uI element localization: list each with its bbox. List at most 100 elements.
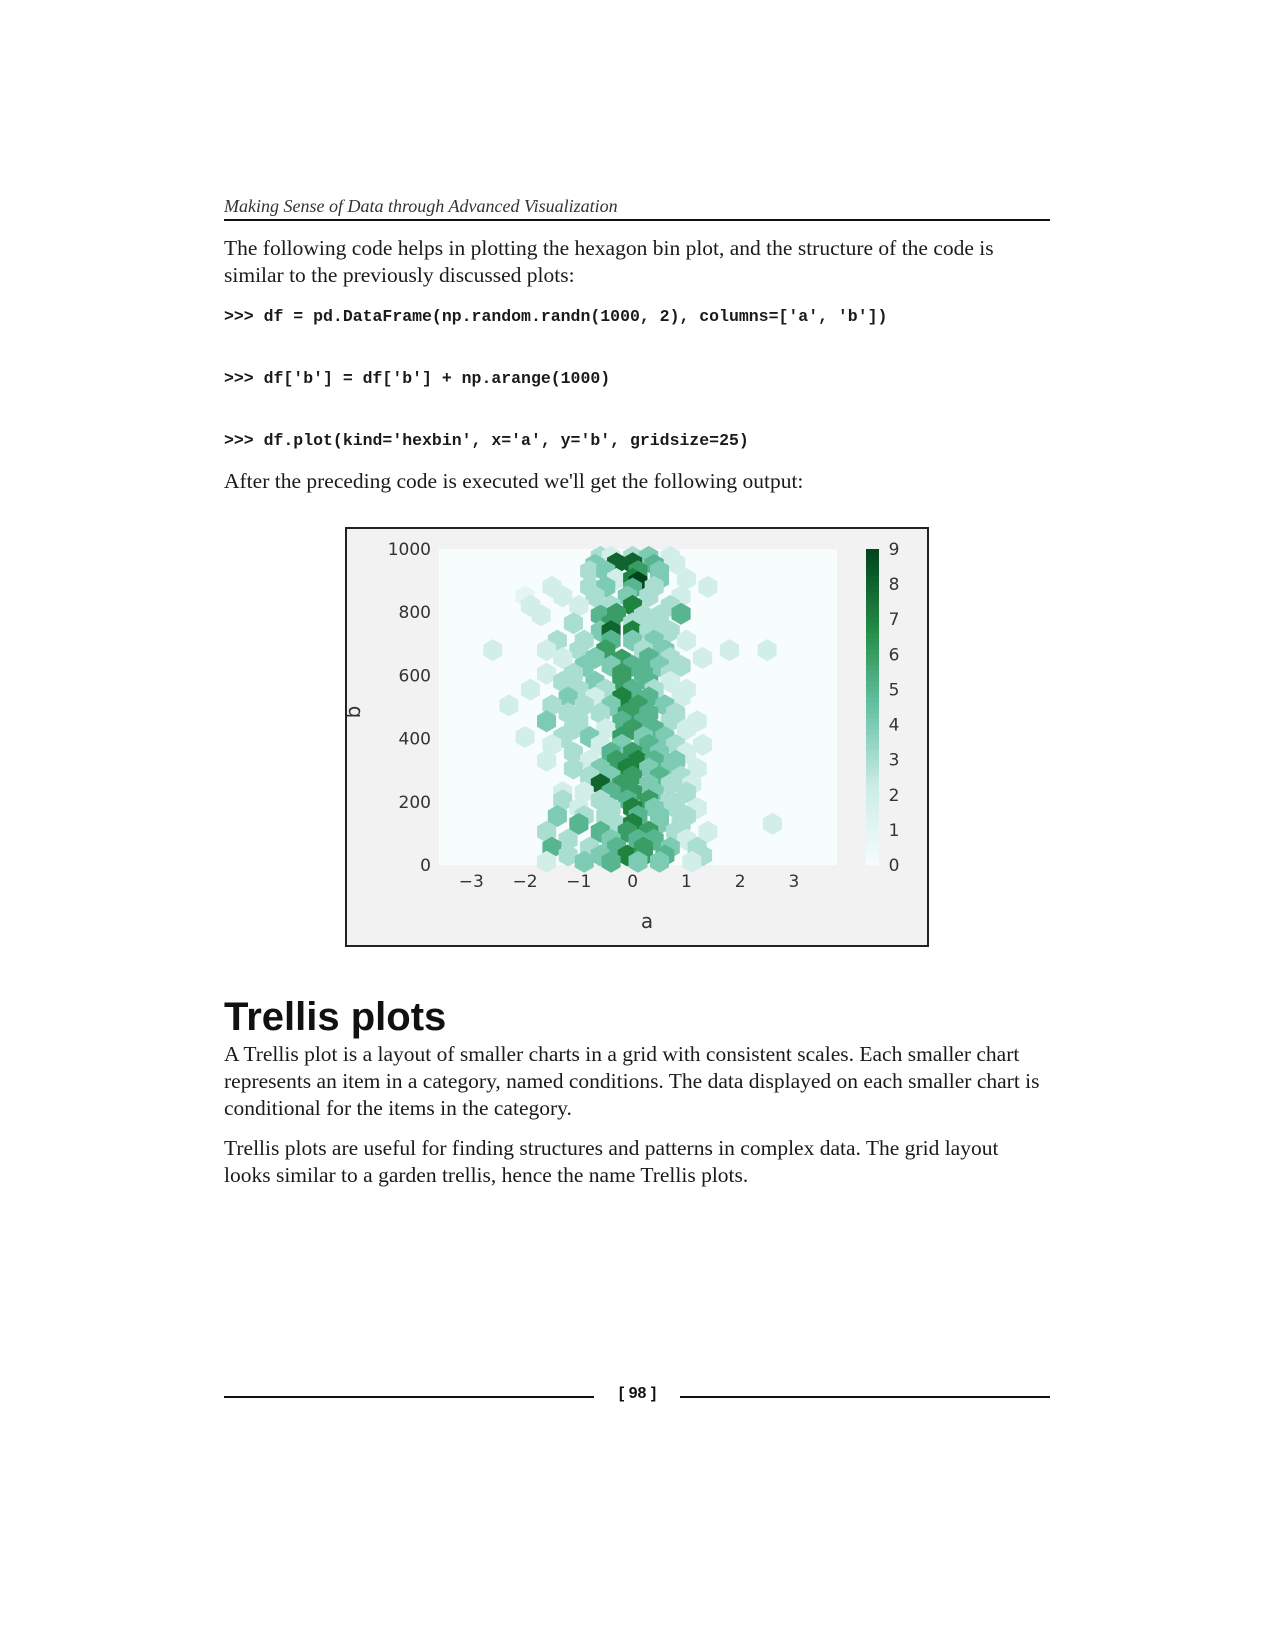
- colorbar-segment: [866, 585, 879, 592]
- colorbar-segment: [866, 764, 879, 771]
- colorbar-segment: [866, 554, 879, 561]
- colorbar-segment: [866, 606, 879, 613]
- x-tick-label: 1: [681, 872, 692, 892]
- hexbin-cell: [537, 639, 557, 662]
- colorbar-segment: [866, 791, 879, 798]
- hexbin-cell: [580, 560, 600, 583]
- hexbin-cell: [762, 812, 782, 835]
- colorbar-segment: [866, 807, 879, 813]
- y-tick-label: 800: [399, 603, 431, 623]
- hexbin-cell: [569, 594, 589, 617]
- hexbin-cell: [574, 850, 594, 873]
- colorbar-tick-label: 5: [889, 680, 900, 700]
- colorbar-segment: [866, 643, 879, 650]
- colorbar-segment: [866, 654, 879, 661]
- hexbin-cell: [515, 726, 535, 748]
- x-axis-label: a: [641, 909, 653, 933]
- colorbar-segment: [866, 738, 879, 745]
- colorbar-segment: [866, 633, 879, 640]
- hexbin-cell: [676, 629, 696, 652]
- intro-paragraph: The following code helps in plotting the…: [224, 236, 994, 287]
- colorbar-segment: [866, 622, 879, 629]
- hexbin-cell: [719, 639, 739, 662]
- hexbin-cell: [666, 552, 686, 575]
- hexbin-cell: [671, 602, 691, 625]
- hexbin-cell: [563, 757, 583, 780]
- hexbin-cell: [660, 773, 680, 796]
- hexbin-cell: [693, 733, 713, 756]
- x-tick-label: 0: [627, 872, 638, 892]
- output-paragraph: After the preceding code is executed we'…: [224, 469, 804, 493]
- colorbar-segment: [866, 817, 879, 824]
- x-tick-labels: −3 −2 −1 0 1 2 3: [459, 872, 800, 892]
- hexbin-cell: [547, 805, 567, 827]
- colorbar-segment: [866, 628, 879, 634]
- section-paragraph-1: A Trellis plot is a layout of smaller ch…: [224, 1042, 1040, 1120]
- header-rule: [224, 219, 1050, 221]
- footer-rule-left: [224, 1396, 594, 1398]
- colorbar-segment: [866, 580, 879, 587]
- hexbin-cell: [558, 686, 578, 709]
- code-line-1: >>> df = pd.DataFrame(np.random.randn(10…: [224, 307, 888, 326]
- colorbar-segment: [866, 596, 879, 603]
- hexbin-cell: [676, 781, 696, 804]
- colorbar-segment: [866, 728, 879, 734]
- colorbar-segment: [866, 707, 879, 713]
- hexbin-cell: [553, 585, 573, 608]
- x-tick-label: 2: [735, 872, 746, 892]
- hexbin-cell: [601, 850, 621, 873]
- code-line-2: >>> df['b'] = df['b'] + np.arange(1000): [224, 369, 611, 388]
- colorbar: [866, 549, 879, 866]
- colorbar-segment: [866, 743, 879, 750]
- colorbar-segment: [866, 859, 879, 866]
- y-tick-label: 200: [399, 793, 431, 813]
- x-tick-label: −3: [459, 872, 484, 892]
- y-tick-label: 0: [420, 856, 431, 876]
- hexbin-cell: [563, 741, 583, 764]
- hexbin-cell: [531, 604, 551, 627]
- colorbar-segment: [866, 722, 879, 729]
- hexbin-cell: [499, 694, 519, 717]
- colorbar-tick-label: 0: [889, 856, 900, 876]
- hexbin-cell: [537, 850, 557, 873]
- hexbin-cell: [628, 850, 648, 873]
- colorbar-tick-label: 3: [889, 751, 900, 771]
- section-heading: Trellis plots: [224, 995, 447, 1039]
- hexbin-cells: [483, 545, 782, 873]
- colorbar-segment: [866, 717, 879, 724]
- colorbar-tick-labels: 0 1 2 3 4 5 6 7 8 9: [889, 540, 900, 876]
- colorbar-segment: [866, 812, 879, 819]
- colorbar-segment: [866, 701, 879, 708]
- y-axis-label: b: [347, 706, 365, 719]
- running-header: Making Sense of Data through Advanced Vi…: [224, 196, 618, 216]
- hexbin-cell: [698, 820, 718, 843]
- colorbar-segment: [866, 828, 879, 834]
- colorbar-segment: [866, 754, 879, 761]
- colorbar-segment: [866, 680, 879, 687]
- y-tick-label: 1000: [388, 540, 431, 560]
- section-paragraph-2: Trellis plots are useful for finding str…: [224, 1136, 999, 1187]
- hexbin-cell: [585, 585, 605, 608]
- colorbar-segment: [866, 801, 879, 808]
- colorbar-tick-label: 4: [889, 716, 900, 736]
- colorbar-segment: [866, 775, 879, 782]
- colorbar-tick-label: 6: [889, 645, 900, 665]
- colorbar-tick-label: 2: [889, 786, 900, 806]
- hexbin-cell: [676, 568, 696, 590]
- hexbin-cell: [698, 575, 718, 598]
- colorbar-segment: [866, 559, 879, 566]
- y-tick-label: 400: [399, 730, 431, 750]
- hexbin-cell: [563, 612, 583, 635]
- colorbar-segment: [866, 691, 879, 698]
- colorbar-segment: [866, 575, 879, 582]
- footer-rule-right: [680, 1396, 1050, 1398]
- hexbin-cell: [483, 639, 503, 662]
- colorbar-segment: [866, 685, 879, 692]
- colorbar-segment: [866, 843, 879, 850]
- colorbar-segment: [866, 780, 879, 787]
- colorbar-segment: [866, 601, 879, 608]
- colorbar-segment: [866, 838, 879, 845]
- colorbar-segment: [866, 712, 879, 719]
- hexbin-cell: [553, 647, 573, 669]
- code-line-3: >>> df.plot(kind='hexbin', x='a', y='b',…: [224, 431, 749, 450]
